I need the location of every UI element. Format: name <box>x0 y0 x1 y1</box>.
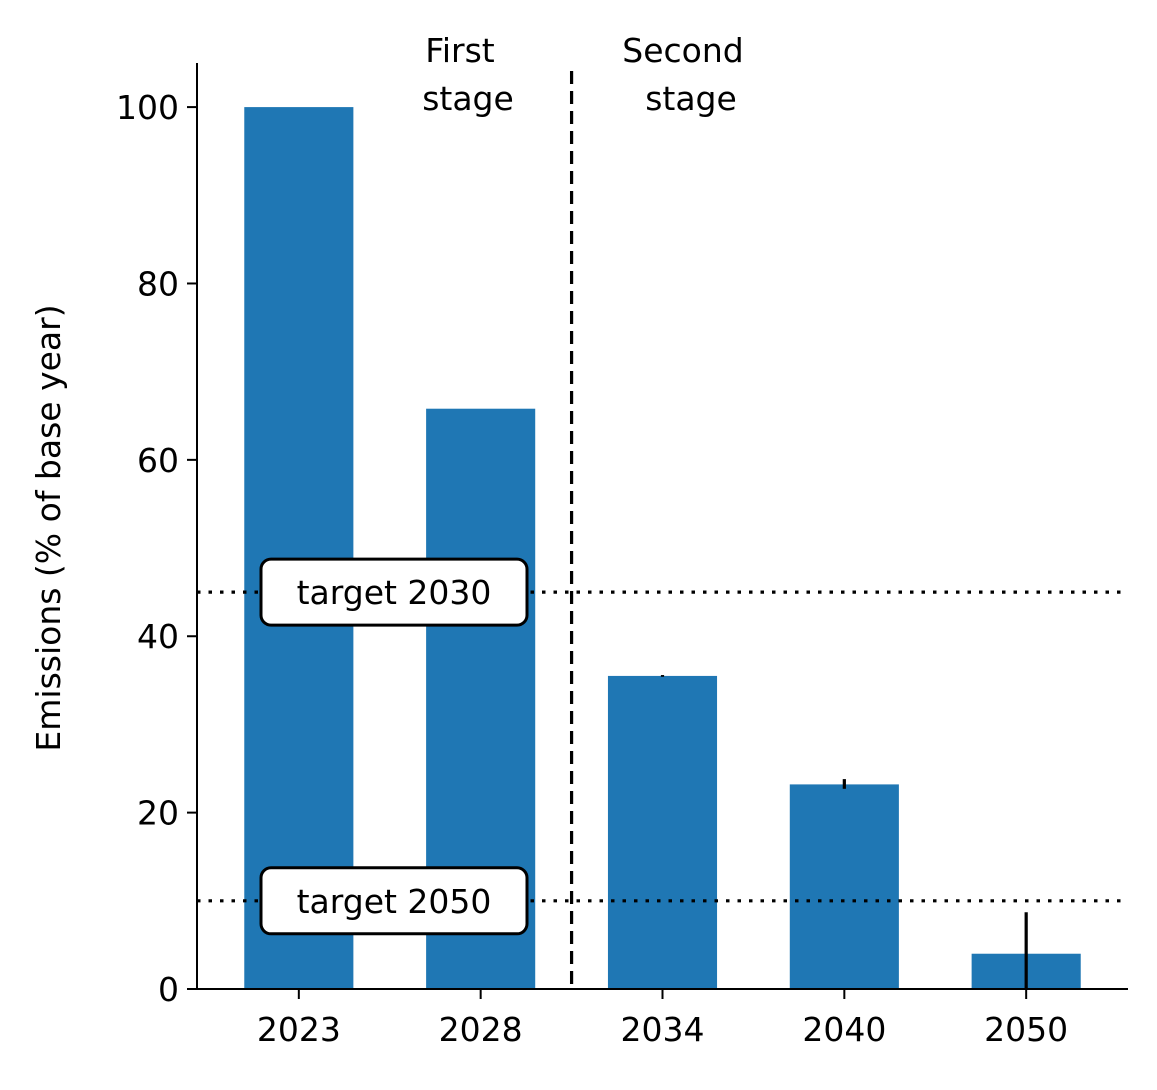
stage-label-1-line-1: Second <box>622 31 743 70</box>
stage-label-0-line-1: First <box>425 31 495 70</box>
axes-layer <box>187 63 1128 999</box>
x-tick-label-2050: 2050 <box>984 1010 1068 1049</box>
target-label-box-1 <box>259 866 529 936</box>
x-tick-label-2028: 2028 <box>439 1010 523 1049</box>
y-tick-label-40: 40 <box>137 617 179 656</box>
bar-2040 <box>789 784 899 989</box>
stage-label-0-line-2: stage <box>422 79 514 118</box>
bar-2023 <box>244 107 354 990</box>
y-tick-label-20: 20 <box>137 794 179 833</box>
bar-2034 <box>607 675 718 989</box>
y-tick-label-100: 100 <box>116 88 179 127</box>
target-label-1: target 2050 <box>297 882 492 921</box>
bars-layer <box>244 107 1081 990</box>
x-tick-label-2040: 2040 <box>802 1010 886 1049</box>
x-tick-label-2034: 2034 <box>621 1010 705 1049</box>
reference-lines-layer <box>197 71 1128 989</box>
y-tick-label-60: 60 <box>137 441 179 480</box>
x-tick-label-2023: 2023 <box>257 1010 341 1049</box>
error-bars-layer <box>660 675 1028 989</box>
y-tick-label-0: 0 <box>158 970 179 1009</box>
y-axis-label: Emissions (% of base year) <box>29 304 68 751</box>
target-label-box-0 <box>259 557 529 627</box>
target-label-0: target 2030 <box>297 573 492 612</box>
stage-label-1-line-2: stage <box>645 79 737 118</box>
y-tick-label-80: 80 <box>137 264 179 303</box>
